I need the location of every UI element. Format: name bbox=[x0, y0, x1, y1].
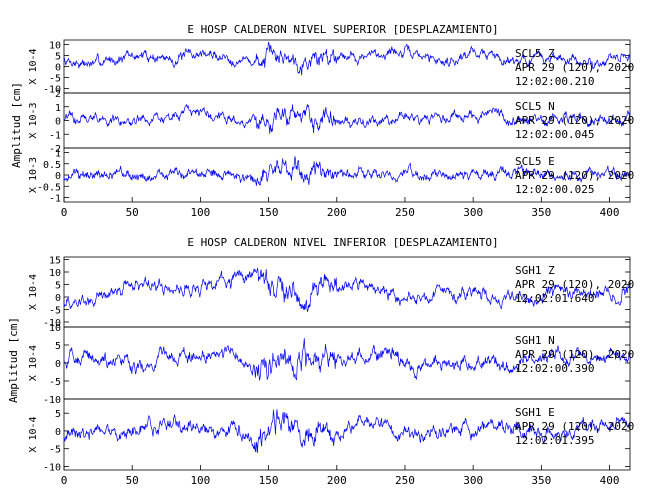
c0-p2-annotation-0: SCL5 E bbox=[515, 155, 555, 168]
c0-p2-ytick-label-0: 1 bbox=[55, 149, 61, 160]
c0-p1-scale-label: X 10-3 bbox=[28, 102, 39, 138]
c1-p0-ytick-label-5: -10 bbox=[43, 318, 61, 329]
c1-p2-annotation-2: 12:02:01.395 bbox=[515, 434, 594, 447]
c1-p2-ytick-label-3: -10 bbox=[43, 462, 61, 473]
c1-p2-trace bbox=[63, 409, 631, 453]
c0-p0-annotation-2: 12:02:00.210 bbox=[515, 75, 594, 88]
c0-xtick-label-0: 0 bbox=[61, 206, 68, 219]
c1-p1-ytick-label-3: -5 bbox=[49, 377, 61, 388]
c1-p0-scale-label: X 10-4 bbox=[28, 274, 39, 310]
c1-xtick-label-8: 400 bbox=[600, 474, 620, 487]
y-axis-label-superior: Amplitud [cm] bbox=[10, 82, 23, 168]
c0-p1-annotation-1: APR 29 (120), 2020 bbox=[515, 114, 634, 127]
c1-xtick-label-3: 150 bbox=[259, 474, 279, 487]
c0-p0-ytick-label-3: -5 bbox=[49, 74, 61, 85]
c1-p1-annotation-2: 12:02:00.390 bbox=[515, 362, 594, 375]
c0-p0-ytick-label-2: 0 bbox=[55, 63, 61, 74]
c0-xtick-label-6: 300 bbox=[463, 206, 483, 219]
c1-p2-frame bbox=[63, 398, 631, 471]
c1-p2-scale-label: X 10-4 bbox=[28, 416, 39, 452]
c0-p0-annotation-1: APR 29 (120), 2020 bbox=[515, 61, 634, 74]
chart-title-superior: E HOSP CALDERON NIVEL SUPERIOR [DESPLAZA… bbox=[187, 23, 498, 36]
c1-p2-annotation-0: SGH1 E bbox=[515, 406, 555, 419]
c0-p0-ytick-label-0: 10 bbox=[49, 40, 61, 51]
c1-p0-ytick-label-2: 5 bbox=[55, 281, 61, 292]
c1-p0-ytick-label-4: -5 bbox=[49, 306, 61, 317]
c1-xtick-label-2: 100 bbox=[190, 474, 210, 487]
chart-title-inferior: E HOSP CALDERON NIVEL INFERIOR [DESPLAZA… bbox=[187, 236, 498, 249]
c0-p2-ytick-label-2: 0 bbox=[55, 171, 61, 182]
c0-p0-annotation-0: SCL5 Z bbox=[515, 47, 555, 60]
c1-p0-annotation-2: 12:02:01.640 bbox=[515, 292, 594, 305]
c1-xtick-label-1: 50 bbox=[126, 474, 139, 487]
c0-xtick-label-5: 250 bbox=[395, 206, 415, 219]
c0-p0-trace bbox=[63, 41, 631, 76]
c1-p1-annotation-1: APR 29 (120), 2020 bbox=[515, 348, 634, 361]
c0-xtick-label-4: 200 bbox=[327, 206, 347, 219]
c0-p1-annotation-0: SCL5 N bbox=[515, 100, 555, 113]
c0-p2-scale-label: X 10-3 bbox=[28, 157, 39, 193]
c0-p2-ytick-label-4: -1 bbox=[49, 194, 61, 205]
c1-p0-ytick-label-3: 0 bbox=[55, 293, 61, 304]
c0-p1-ytick-label-0: 2 bbox=[55, 89, 61, 100]
c1-xtick-label-5: 250 bbox=[395, 474, 415, 487]
c1-p1-trace bbox=[63, 338, 631, 381]
c1-p0-annotation-1: APR 29 (120), 2020 bbox=[515, 278, 634, 291]
c0-p2-annotation-2: 12:02:00.025 bbox=[515, 183, 594, 196]
c1-p1-ytick-label-0: 10 bbox=[49, 323, 61, 334]
c1-p2-ytick-label-1: 0 bbox=[55, 427, 61, 438]
c1-p2-ytick-label-0: 5 bbox=[55, 409, 61, 420]
c1-p2-annotation-1: APR 29 (120), 2020 bbox=[515, 420, 634, 433]
c0-p2-ytick-label-3: -0.5 bbox=[37, 182, 61, 193]
c1-p2-ytick-label-2: -5 bbox=[49, 445, 61, 456]
c0-p2-trace bbox=[63, 156, 631, 186]
c0-xtick-label-8: 400 bbox=[600, 206, 620, 219]
c0-p1-ytick-label-3: -1 bbox=[49, 130, 61, 141]
c0-p0-scale-label: X 10-4 bbox=[28, 48, 39, 84]
c0-p0-ytick-label-4: -10 bbox=[43, 85, 61, 96]
c0-p2-ytick-label-1: 0.5 bbox=[43, 160, 61, 171]
c0-p1-trace bbox=[63, 103, 631, 134]
c0-p0-ytick-label-1: 5 bbox=[55, 51, 61, 62]
c1-p1-ytick-label-1: 5 bbox=[55, 341, 61, 352]
c1-p0-ytick-label-0: 15 bbox=[49, 256, 61, 267]
c0-p1-ytick-label-2: 0 bbox=[55, 117, 61, 128]
c1-xtick-label-4: 200 bbox=[327, 474, 347, 487]
c0-p1-ytick-label-1: 1 bbox=[55, 103, 61, 114]
c1-p1-ytick-label-4: -10 bbox=[43, 395, 61, 406]
c0-xtick-label-2: 100 bbox=[190, 206, 210, 219]
c0-xtick-label-1: 50 bbox=[126, 206, 139, 219]
c0-p1-annotation-2: 12:02:00.045 bbox=[515, 128, 594, 141]
c0-p2-annotation-1: APR 29 (120), 2020 bbox=[515, 169, 634, 182]
c1-p1-scale-label: X 10-4 bbox=[28, 345, 39, 381]
c0-p1-ytick-label-4: -2 bbox=[49, 144, 61, 155]
c1-xtick-label-0: 0 bbox=[61, 474, 68, 487]
c0-xtick-label-3: 150 bbox=[259, 206, 279, 219]
y-axis-label-inferior: Amplitud [cm] bbox=[7, 317, 20, 403]
c1-p1-ytick-label-2: 0 bbox=[55, 359, 61, 370]
c1-p1-annotation-0: SGH1 N bbox=[515, 334, 555, 347]
c1-p0-annotation-0: SGH1 Z bbox=[515, 264, 555, 277]
c1-p0-trace bbox=[63, 267, 631, 312]
c1-xtick-label-6: 300 bbox=[463, 474, 483, 487]
c1-xtick-label-7: 350 bbox=[531, 474, 551, 487]
c0-xtick-label-7: 350 bbox=[531, 206, 551, 219]
c1-p0-ytick-label-1: 10 bbox=[49, 268, 61, 279]
